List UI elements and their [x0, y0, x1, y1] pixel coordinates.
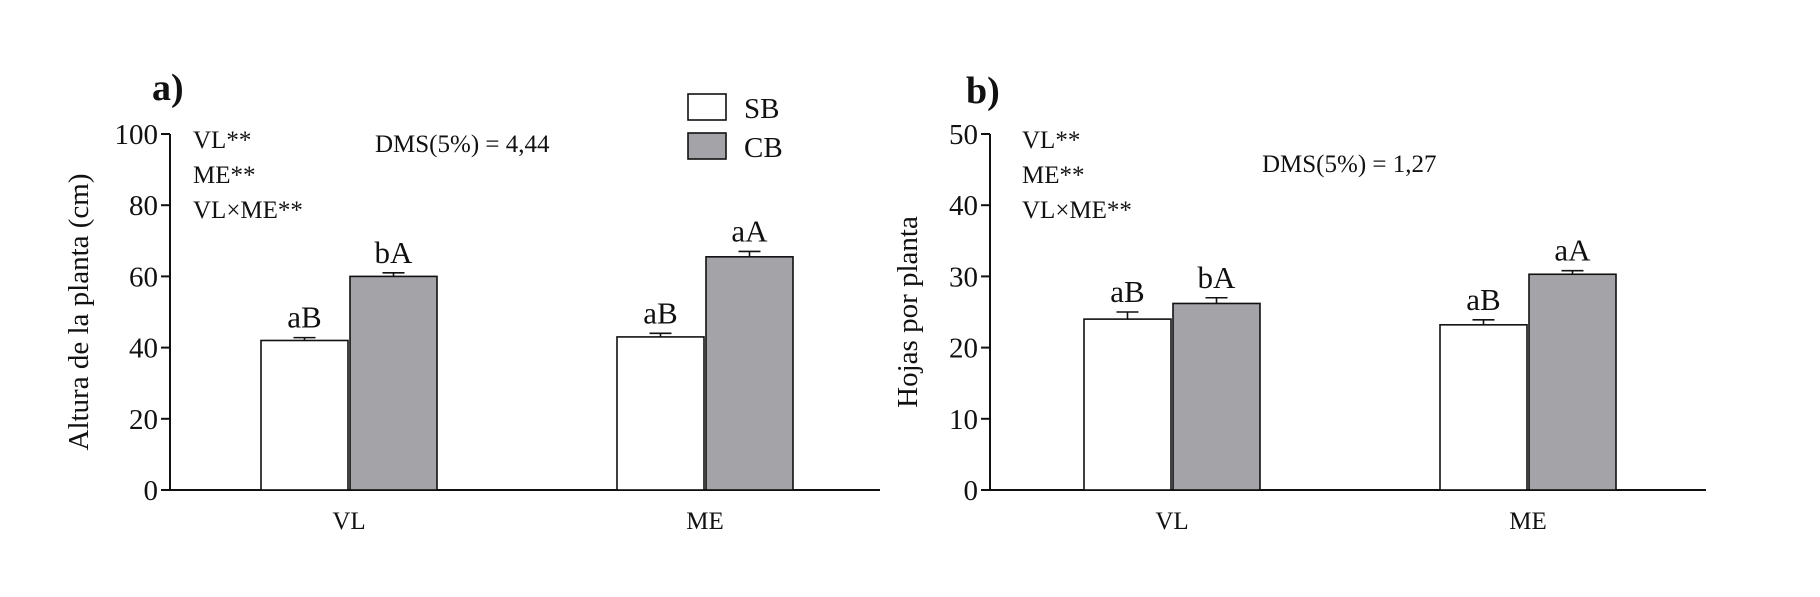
y-tick-label: 20 [129, 404, 158, 436]
legend-swatch-cb [687, 132, 727, 160]
legend-swatch-sb [687, 93, 727, 121]
bar-sb-me [1439, 324, 1528, 491]
significance-note: ME** [1022, 162, 1085, 189]
legend: SB CB [687, 93, 783, 164]
bar-cb-vl [349, 275, 438, 491]
y-tick-label: 60 [129, 261, 158, 293]
dms-note: DMS(5%) = 1,27 [1262, 151, 1437, 178]
y-tick-label: 40 [949, 190, 978, 222]
y-tick-label: 10 [949, 404, 978, 436]
y-axis-title: Altura de la planta (cm) [63, 174, 95, 451]
significance-note: ME** [193, 162, 256, 189]
y-tick-label: 20 [949, 333, 978, 365]
significance-letter: aA [731, 213, 768, 248]
significance-note: VL** [193, 127, 251, 154]
significance-note: VL×ME** [193, 197, 303, 224]
significance-letter: aB [1466, 282, 1500, 317]
bar-cb-vl [1172, 302, 1261, 491]
x-category-label: ME [686, 508, 724, 535]
panel-label: a) [152, 67, 184, 109]
y-axis-title: Hojas por planta [892, 216, 924, 408]
y-tick-label: 0 [964, 475, 979, 507]
panel-a-chart: a) 0 20 40 60 80 100 Altura de la planta (cm) VL… [63, 67, 880, 535]
significance-letter: bA [375, 235, 414, 270]
bar-sb-vl [1083, 318, 1172, 491]
x-category-label: VL [332, 508, 365, 535]
y-tick-label: 0 [144, 475, 159, 507]
x-category-label: ME [1509, 508, 1547, 535]
bar-cb-me [705, 256, 794, 491]
significance-letter: bA [1198, 260, 1237, 295]
significance-note: VL×ME** [1022, 197, 1132, 224]
significance-letter: aB [287, 300, 321, 335]
x-category-label: VL [1155, 508, 1188, 535]
y-tick-label: 80 [129, 190, 158, 222]
panel-b-chart: b) 0 10 20 30 40 50 Hojas por planta VL aB bA ME aB a… [892, 70, 1706, 535]
bar-sb-me [616, 336, 705, 491]
y-tick-label: 40 [129, 333, 158, 365]
panel-label: b) [966, 70, 1000, 112]
dms-note: DMS(5%) = 4,44 [375, 131, 550, 158]
legend-label-cb: CB [744, 132, 783, 164]
bar-sb-vl [260, 339, 349, 491]
significance-letter: aA [1554, 233, 1591, 268]
y-tick-label: 30 [949, 261, 978, 293]
y-tick-label: 100 [115, 119, 159, 151]
bar-cb-me [1528, 273, 1617, 491]
significance-letter: aB [643, 295, 677, 330]
significance-note: VL** [1022, 127, 1080, 154]
legend-label-sb: SB [744, 93, 779, 125]
y-tick-label: 50 [949, 119, 978, 151]
significance-letter: aB [1110, 274, 1144, 309]
